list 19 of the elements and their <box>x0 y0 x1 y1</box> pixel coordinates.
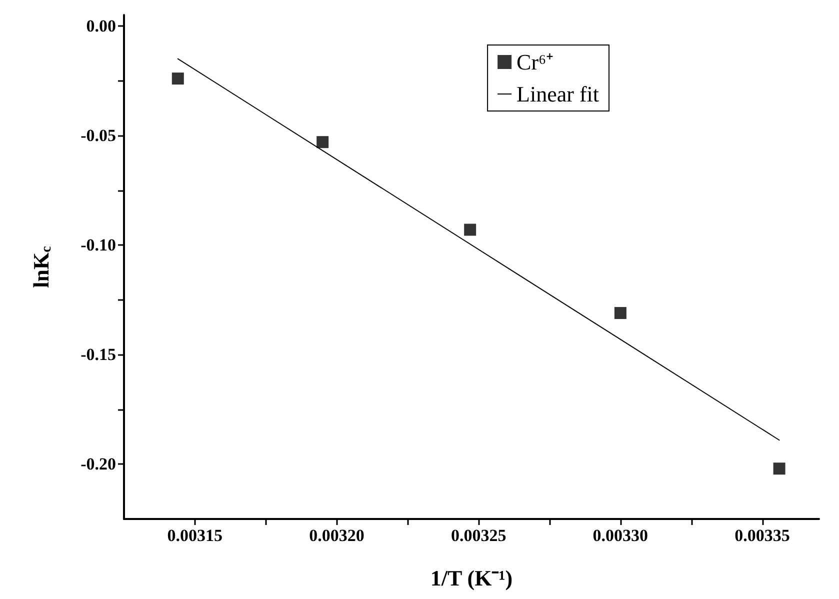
x-tick-label: 0.00330 <box>592 526 648 545</box>
y-axis-title: lnKc <box>28 246 54 288</box>
x-axis-title: 1/T (K⁻¹) <box>430 566 513 590</box>
y-tick-label: -0.10 <box>80 236 116 255</box>
x-tick-label: 0.00320 <box>309 526 364 545</box>
x-tick-label: 0.00335 <box>734 526 790 545</box>
x-tick-label: 0.00325 <box>450 526 506 545</box>
point <box>172 72 184 85</box>
legend-label: Cr⁶⁺ <box>516 50 554 74</box>
point <box>773 462 786 475</box>
point <box>464 224 476 236</box>
y-tick-label: 0.00 <box>86 16 116 36</box>
legend-label: Linear fit <box>516 82 600 106</box>
point <box>614 307 626 320</box>
point <box>316 136 329 148</box>
x-tick-label: 0.00315 <box>167 526 223 545</box>
y-tick-label: -0.15 <box>80 345 116 364</box>
y-tick-label: -0.05 <box>80 126 116 146</box>
y-tick-label: -0.20 <box>80 454 116 474</box>
